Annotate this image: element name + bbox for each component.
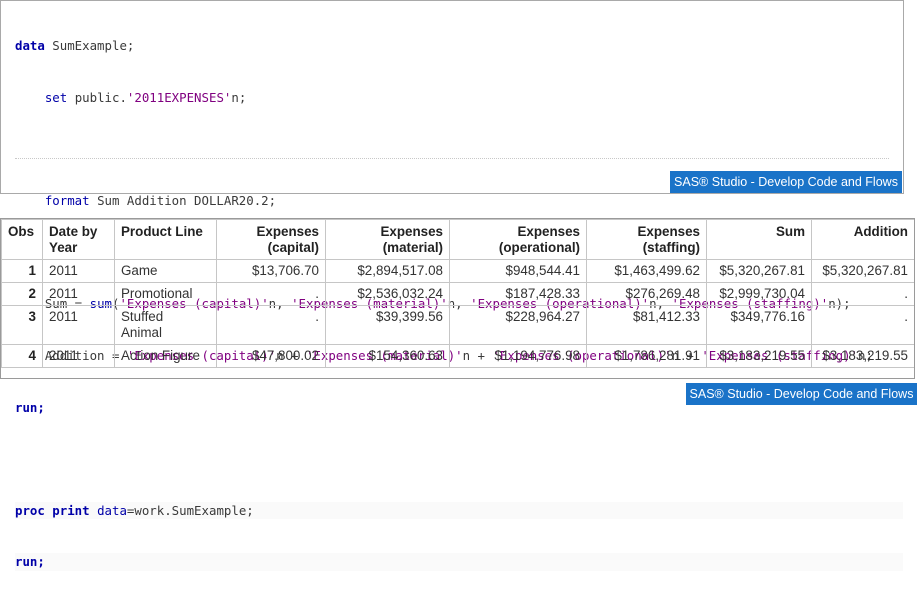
code-editor-panel[interactable]: data SumExample; set public.'2011EXPENSE… xyxy=(0,0,904,571)
string-literal: '2011EXPENSES' xyxy=(126,90,232,105)
cell-addition: $5,320,267.81 xyxy=(811,259,915,283)
cell-addition: $3,183,219.55 xyxy=(811,344,915,368)
cell-expenses-capital: . xyxy=(216,305,326,345)
indent xyxy=(15,193,45,208)
cell-year: 2011 xyxy=(42,305,115,345)
format-keyword: format xyxy=(44,193,90,209)
cell-expenses-staffing: $276,269.48 xyxy=(586,282,707,306)
cell-sum: $2,999,730.04 xyxy=(706,282,812,306)
cell-expenses-material: $154,360.63 xyxy=(325,344,450,368)
product-line-text: Animal xyxy=(121,325,162,340)
header-label: Obs xyxy=(8,224,35,239)
cell-expenses-staffing: $1,463,499.62 xyxy=(586,259,707,283)
col-header-expenses-staffing: Expenses (staffing) xyxy=(586,219,707,260)
cell-year: 2011 xyxy=(42,282,115,306)
table-header-row: Obs Date by Year Product Line Expenses (ca… xyxy=(1,219,915,260)
cell-obs: 1 xyxy=(1,259,43,283)
col-header-sum: Sum xyxy=(706,219,812,260)
header-label: Addition xyxy=(853,224,908,239)
header-label: Sum xyxy=(775,224,805,239)
cell-sum: $349,776.16 xyxy=(706,305,812,345)
col-header-product-line: Product Line xyxy=(114,219,217,260)
cell-product-line: Game xyxy=(114,259,217,283)
header-label: Expenses xyxy=(517,224,580,239)
code-line-10: proc print data=work.SumExample; xyxy=(15,501,903,519)
code-line-9 xyxy=(15,450,903,467)
cell-addition: . xyxy=(811,305,915,345)
header-label: Expenses xyxy=(256,224,319,239)
data-keyword: data xyxy=(15,38,45,54)
run-keyword: run; xyxy=(15,554,45,570)
cell-expenses-staffing: $81,412.33 xyxy=(586,305,707,345)
product-line-text: Stuffed xyxy=(121,309,164,324)
set-keyword: set xyxy=(44,90,68,105)
header-label: Product Line xyxy=(121,224,203,239)
cell-obs: 3 xyxy=(1,305,43,345)
cell-product-line: Action Figure xyxy=(114,344,217,368)
header-label: (operational) xyxy=(498,240,580,255)
code-line-4: format Sum Addition DOLLAR20.2; xyxy=(15,192,903,209)
code-text: =work.SumExample; xyxy=(126,502,254,518)
cell-year: 2011 xyxy=(42,344,115,368)
cell-expenses-operational: $1,194,776.98 xyxy=(449,344,587,368)
proc-print-keyword: proc print xyxy=(15,502,90,518)
cell-obs: 4 xyxy=(1,344,43,368)
code-text: Sum Addition DOLLAR20.2; xyxy=(89,193,277,209)
code-text: n; xyxy=(231,90,247,105)
cell-product-line: Stuffed Animal xyxy=(114,305,217,345)
sas-studio-badge: SAS® Studio - Develop Code and Flows xyxy=(686,383,917,405)
indent xyxy=(15,90,45,105)
header-label: (material) xyxy=(382,240,443,255)
cell-obs: 2 xyxy=(1,282,43,306)
header-label: (capital) xyxy=(267,240,319,255)
cell-expenses-operational: $228,964.27 xyxy=(449,305,587,345)
header-label: Year xyxy=(49,240,78,255)
cell-expenses-material: $39,399.56 xyxy=(325,305,450,345)
cell-expenses-capital: . xyxy=(216,282,326,306)
cell-expenses-material: $2,536,032.24 xyxy=(325,282,450,306)
header-label: Date by xyxy=(49,224,98,239)
cell-expenses-capital: $13,706.70 xyxy=(216,259,326,283)
table-row: 2 2011 Promotional . $2,536,032.24 $187,… xyxy=(1,282,915,306)
cell-addition: . xyxy=(811,282,915,306)
table-row: 1 2011 Game $13,706.70 $2,894,517.08 $94… xyxy=(1,259,915,283)
cell-sum: $3,183,219.55 xyxy=(706,344,812,368)
code-text xyxy=(90,503,97,518)
col-header-expenses-operational: Expenses (operational) xyxy=(449,219,587,260)
cell-expenses-operational: $187,428.33 xyxy=(449,282,587,306)
col-header-addition: Addition xyxy=(811,219,915,260)
header-label: Expenses xyxy=(637,224,700,239)
sas-studio-badge: SAS® Studio - Develop Code and Flows xyxy=(670,171,902,193)
code-line-11: run; xyxy=(15,553,903,571)
cell-expenses-operational: $948,544.41 xyxy=(449,259,587,283)
results-table: Obs Date by Year Product Line Expenses (ca… xyxy=(1,219,915,368)
cell-expenses-capital: $47,800.02 xyxy=(216,344,326,368)
code-line-2: set public.'2011EXPENSES'n; xyxy=(15,89,903,106)
cell-year: 2011 xyxy=(42,259,115,283)
code-text: SumExample; xyxy=(44,38,135,54)
header-label: Expenses xyxy=(380,224,443,239)
code-separator xyxy=(15,158,889,159)
cell-product-line: Promotional xyxy=(114,282,217,306)
col-header-expenses-material: Expenses (material) xyxy=(325,219,450,260)
code-line-1: data SumExample; xyxy=(15,37,903,54)
cell-expenses-material: $2,894,517.08 xyxy=(325,259,450,283)
header-label: (staffing) xyxy=(642,240,700,255)
table-row: 3 2011 Stuffed Animal . $39,399.56 $228,9… xyxy=(1,305,915,345)
col-header-date-by-year: Date by Year xyxy=(42,219,115,260)
col-header-obs: Obs xyxy=(1,219,43,260)
col-header-expenses-capital: Expenses (capital) xyxy=(216,219,326,260)
cell-expenses-staffing: $1,786,281.91 xyxy=(586,344,707,368)
table-row: 4 2011 Action Figure $47,800.02 $154,360… xyxy=(1,344,915,368)
cell-sum: $5,320,267.81 xyxy=(706,259,812,283)
code-line-3 xyxy=(15,141,903,158)
run-keyword: run; xyxy=(15,399,45,415)
data-option: data xyxy=(97,502,127,518)
code-text: public. xyxy=(67,90,127,105)
